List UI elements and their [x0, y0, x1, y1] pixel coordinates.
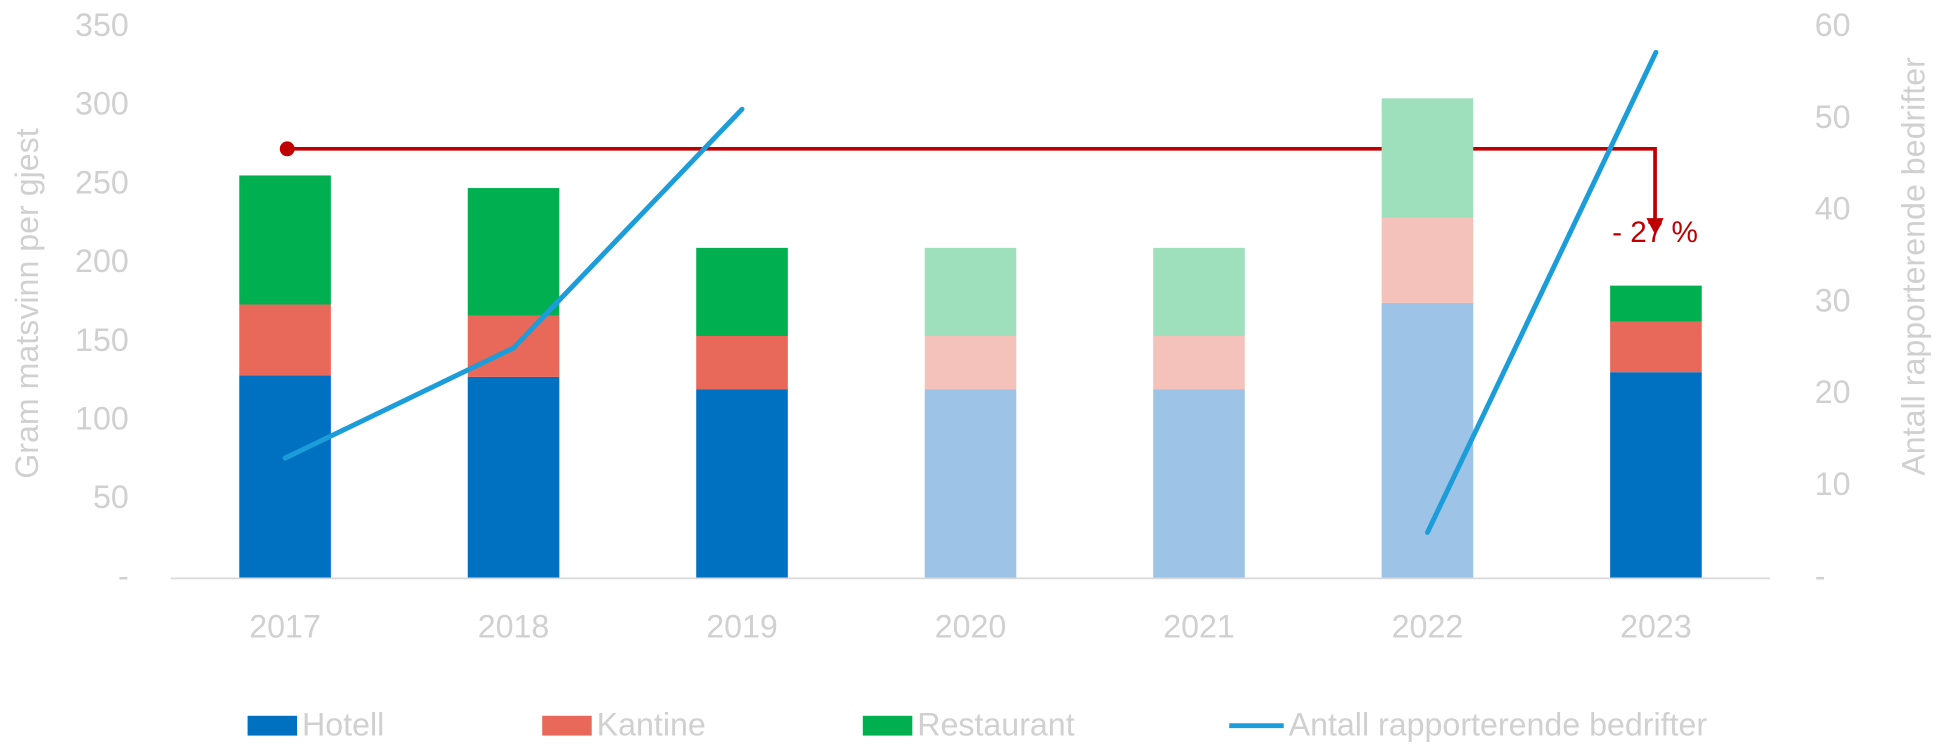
y2-tick-label: 20	[1815, 374, 1851, 410]
y-tick-label: 50	[93, 479, 129, 515]
x-tick-label: 2017	[249, 609, 321, 645]
y-tick-label: 300	[75, 86, 129, 122]
bar-segment	[696, 389, 788, 579]
bar-segment	[924, 389, 1017, 579]
x-tick-label: 2020	[935, 609, 1007, 645]
bar-segment	[1381, 302, 1474, 579]
legend-label: Antall rapporterende bedrifter	[1289, 706, 1708, 742]
y2-tick-label: 10	[1815, 466, 1851, 502]
bar-segment	[1610, 321, 1702, 373]
x-tick-label: 2019	[706, 609, 778, 645]
bar-segment	[467, 188, 560, 316]
bar-segment	[1610, 372, 1702, 579]
y2-tick-label: 30	[1815, 282, 1851, 318]
bar-segment	[1381, 217, 1474, 303]
bar-segment	[239, 375, 331, 579]
legend-swatch	[247, 715, 298, 736]
x-tick-label: 2022	[1392, 609, 1464, 645]
bar-segment	[1381, 98, 1474, 218]
bar-segment	[1153, 247, 1245, 336]
y-tick-label: 100	[75, 400, 129, 436]
legend-label: Restaurant	[917, 706, 1074, 742]
y2-tick-label: -	[1815, 558, 1826, 594]
legend-swatch	[542, 715, 592, 736]
y-tick-label: 200	[75, 243, 129, 279]
bar-segment	[1153, 335, 1245, 390]
line-series	[282, 49, 1659, 535]
y2-tick-label: 60	[1815, 7, 1851, 43]
bar-segment	[1153, 389, 1245, 579]
y2-tick-label: 50	[1815, 99, 1851, 135]
annotation: - 27 %	[1612, 216, 1698, 249]
y-axis-label: Gram matsvinn per gjest	[9, 128, 45, 478]
y-tick-label: -	[118, 558, 129, 594]
y-tick-label: 350	[75, 7, 129, 43]
x-tick-label: 2021	[1163, 609, 1235, 645]
annotation-arrow	[279, 141, 1664, 235]
bar-segment	[924, 247, 1017, 336]
bar-segment	[239, 175, 331, 305]
bar-segment	[1610, 285, 1702, 322]
arrow-line	[287, 146, 1657, 221]
y2-axis-label: Antall rapporterende bedrifter	[1896, 57, 1932, 476]
y2-tick-label: 40	[1815, 191, 1851, 227]
x-tick-label: 2018	[478, 609, 550, 645]
legend-label: Hotell	[302, 706, 384, 742]
y-tick-label: 250	[75, 164, 129, 200]
bar-segment	[239, 304, 331, 376]
legend-swatch	[862, 715, 913, 736]
bar-segment	[696, 247, 788, 336]
arrow-head	[1646, 218, 1664, 235]
bar-segment	[924, 335, 1017, 390]
y-tick-label: 150	[75, 322, 129, 358]
bar-segment	[696, 335, 788, 390]
bar-segment	[467, 376, 560, 579]
x-tick-label: 2023	[1620, 609, 1692, 645]
legend-label: Kantine	[597, 706, 706, 742]
